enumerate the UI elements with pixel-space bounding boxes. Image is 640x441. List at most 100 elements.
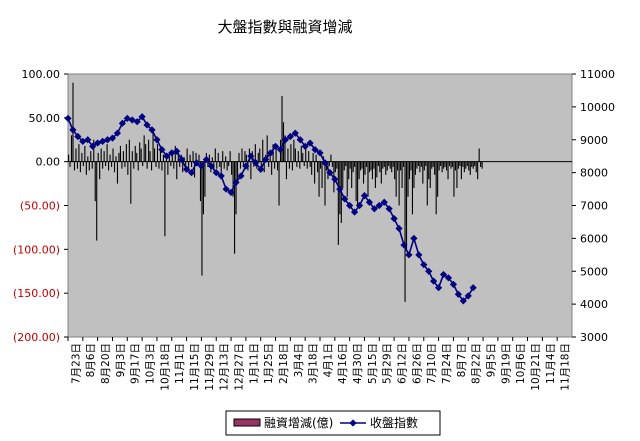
bar <box>477 161 479 180</box>
right-tick-label: 11000 <box>580 68 615 81</box>
plot-area <box>67 73 573 338</box>
bar <box>274 161 276 169</box>
left-axis-ticks: 100.00 50.00 0.00 (50.00) (100.00) (150.00) (2… <box>13 68 68 344</box>
bar <box>214 148 216 162</box>
line-marker <box>197 162 206 170</box>
x-tick-label: 8月20日 <box>100 343 112 384</box>
bar <box>97 152 99 162</box>
bar <box>81 152 83 162</box>
bar <box>453 161 455 197</box>
bar <box>395 161 397 197</box>
left-tick-label: (100.00) <box>13 243 60 256</box>
legend-box <box>225 410 441 436</box>
left-tick-label: 0.00 <box>36 156 61 169</box>
bar <box>236 161 239 184</box>
bar <box>73 161 76 171</box>
bar <box>478 148 480 162</box>
bar <box>112 148 114 162</box>
line-marker <box>350 208 359 216</box>
bar <box>358 161 360 180</box>
bar <box>400 161 402 171</box>
bar <box>407 161 409 197</box>
x-tick-label: 8月7日 <box>456 343 468 377</box>
line-marker <box>153 136 161 144</box>
bar <box>309 161 311 167</box>
line-marker <box>133 118 141 126</box>
line-marker <box>247 152 255 160</box>
bar <box>315 154 317 162</box>
bar <box>159 151 162 162</box>
x-tick-label: 3月4日 <box>293 343 305 377</box>
bar <box>116 161 119 184</box>
bar <box>414 161 416 175</box>
bar <box>103 151 105 162</box>
bar <box>451 161 454 167</box>
line-marker <box>257 165 265 173</box>
bar <box>460 161 462 180</box>
bar <box>148 139 150 162</box>
bar <box>139 142 141 162</box>
bar <box>100 148 102 162</box>
bar <box>403 161 405 167</box>
x-tick-label: 9月3日 <box>115 343 127 377</box>
bar <box>377 161 379 167</box>
bar <box>140 148 142 162</box>
line-marker <box>158 146 166 154</box>
line-marker <box>375 201 383 210</box>
bar <box>391 161 393 173</box>
bar <box>413 161 415 188</box>
bar <box>207 161 209 167</box>
bar <box>75 148 77 162</box>
line-marker <box>326 169 334 177</box>
bar <box>394 161 396 180</box>
line-marker <box>449 280 458 288</box>
bar <box>179 161 181 167</box>
bar <box>367 161 369 197</box>
line-series <box>64 113 477 305</box>
bar <box>99 161 101 180</box>
line-marker <box>405 251 413 259</box>
bar <box>250 161 252 180</box>
line-marker <box>420 261 428 269</box>
bar <box>463 161 465 173</box>
bar <box>284 135 286 162</box>
line-marker <box>385 205 393 213</box>
line-marker <box>400 241 408 249</box>
line-marker <box>262 155 270 164</box>
x-tick-label: 1月25日 <box>263 343 275 384</box>
bar <box>204 161 206 197</box>
bar <box>321 161 323 188</box>
bar <box>266 135 268 162</box>
bar <box>314 161 316 184</box>
x-tick-label: 12月13日 <box>219 343 231 391</box>
left-tick-label: 50.00 <box>29 112 61 125</box>
line-marker <box>187 169 196 177</box>
line-marker <box>108 134 117 142</box>
bar <box>468 161 470 171</box>
right-tick-label: 9000 <box>580 134 608 147</box>
bar <box>223 161 225 169</box>
line-marker <box>281 136 290 144</box>
bar <box>189 154 191 162</box>
x-tick-label: 2月18日 <box>278 343 290 384</box>
bar <box>122 151 124 162</box>
bar <box>328 161 330 167</box>
bar <box>194 161 196 178</box>
bar <box>146 161 148 169</box>
bar <box>343 161 345 171</box>
bar <box>170 161 172 167</box>
bar <box>118 152 120 162</box>
bar <box>410 161 412 171</box>
x-tick-label: 8月6日 <box>85 343 97 377</box>
right-tick-label: 7000 <box>580 200 608 213</box>
legend-line-marker <box>349 419 357 427</box>
bar <box>297 151 299 162</box>
x-tick-label: 8月22日 <box>471 343 483 384</box>
line-marker <box>454 290 462 298</box>
bar <box>91 161 93 169</box>
bar <box>471 161 473 167</box>
right-tick-label: 10000 <box>580 101 615 114</box>
line-marker <box>118 119 126 127</box>
bar <box>337 161 339 245</box>
